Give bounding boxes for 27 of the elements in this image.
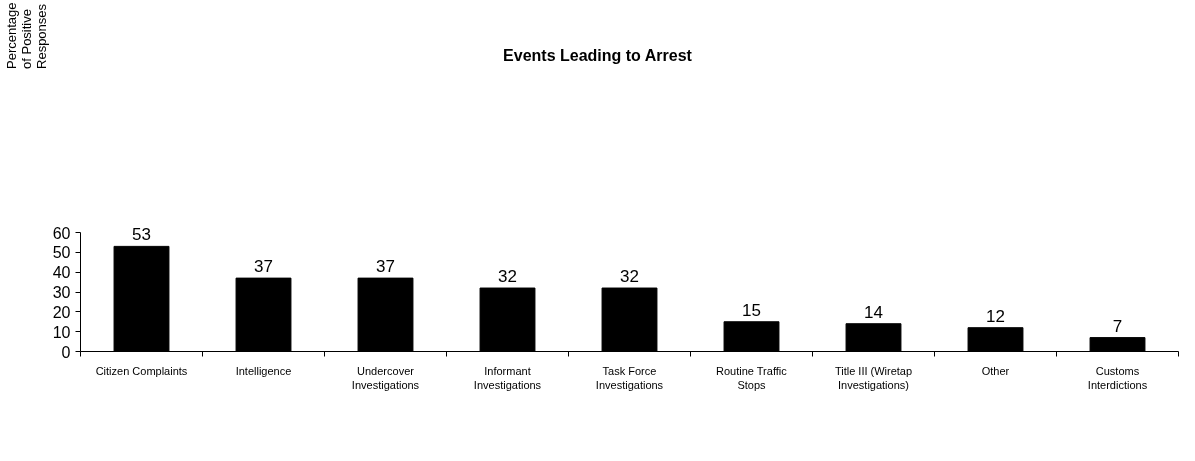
x-tick-label: Informant Investigations <box>473 364 542 391</box>
x-tick-label: Task Force Investigations <box>595 364 664 391</box>
x-tick-label: Undercover Investigations <box>351 364 420 391</box>
data-label: 32 <box>498 267 517 287</box>
x-tick-label: Citizen Complaints <box>95 364 188 377</box>
x-tick-label: Intelligence <box>235 364 292 377</box>
y-tick-label: 30 <box>52 284 71 301</box>
data-label: 15 <box>742 300 761 320</box>
x-tick-label: Other <box>981 364 1010 377</box>
y-tick-label: 10 <box>52 323 71 341</box>
data-label: 7 <box>1112 316 1123 336</box>
y-tick-label: 50 <box>52 244 71 262</box>
data-label: 32 <box>620 267 639 287</box>
y-tick-label: 40 <box>52 264 71 282</box>
y-tick-label: 0 <box>61 343 71 361</box>
x-tick-label: Customs Interdictions <box>1087 364 1148 391</box>
chart-title: Events Leading to Arrest <box>503 47 693 64</box>
data-label: 14 <box>864 302 883 322</box>
data-label: 37 <box>254 257 273 277</box>
y-tick-label: 60 <box>52 224 71 242</box>
x-tick-label: Routine Traffic Stops <box>716 364 788 391</box>
x-tick-label: Title III (Wiretap Investigations) <box>834 364 913 391</box>
data-label: 37 <box>376 257 395 277</box>
y-tick-label: 20 <box>52 303 71 321</box>
data-label: 53 <box>132 225 151 245</box>
data-label: 12 <box>986 306 1005 326</box>
text: Percentage of Positive Responses <box>3 2 49 69</box>
